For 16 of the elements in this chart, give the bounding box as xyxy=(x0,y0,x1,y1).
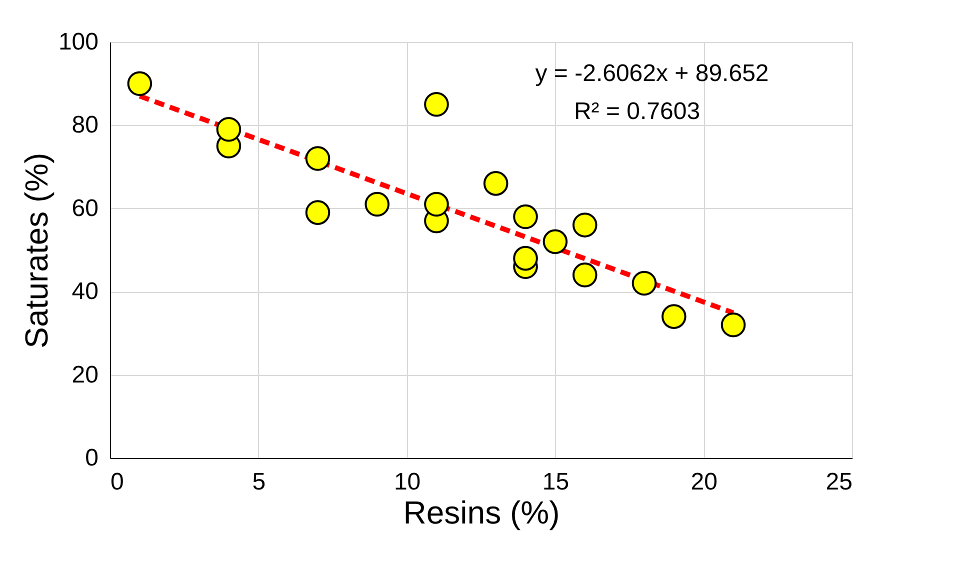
y-tick-label: 60 xyxy=(72,194,98,222)
x-tick-label: 20 xyxy=(690,468,718,496)
x-tick-label: 15 xyxy=(542,468,570,496)
y-axis-title: Saturates (%) xyxy=(18,152,54,348)
annotation: R² = 0.7603 xyxy=(574,98,700,125)
x-tick-label: 10 xyxy=(394,468,421,496)
x-axis-title: Resins (%) xyxy=(403,494,560,530)
x-tick-label: 5 xyxy=(252,468,266,496)
x-tick-label: 0 xyxy=(110,468,124,496)
y-tick-label: 100 xyxy=(58,28,98,56)
annotation: y = -2.6062x + 89.652 xyxy=(535,60,769,87)
y-tick-label: 20 xyxy=(72,361,98,388)
y-tick-label: 80 xyxy=(72,112,98,139)
x-tick-label: 25 xyxy=(826,468,852,496)
y-tick-label: 40 xyxy=(72,278,98,306)
y-tick-label: 0 xyxy=(85,444,98,472)
